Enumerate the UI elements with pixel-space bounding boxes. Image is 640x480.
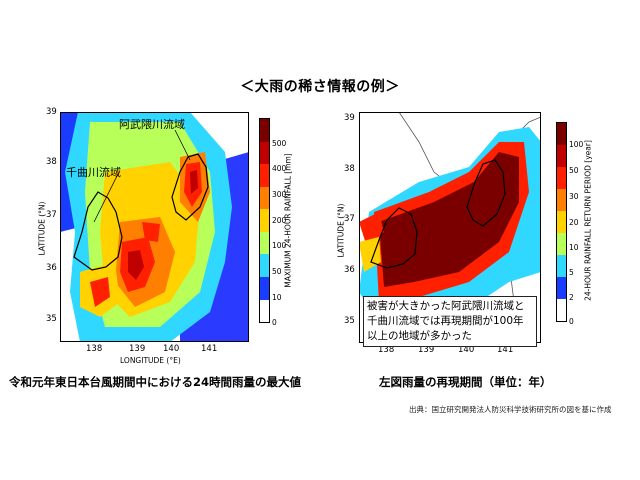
left-colorbar-label: MAXIMUM 24-HOUR RAINFALL [mm] (283, 153, 293, 288)
colorbar-segment (260, 209, 269, 232)
colorbar-tick: 5 (569, 268, 574, 277)
lat-tick: 39 (46, 107, 57, 117)
lon-tick: 138 (86, 344, 103, 354)
right-caption: 左図雨量の再現期間（単位：年） (379, 375, 552, 389)
colorbar-tick: 10 (569, 243, 579, 252)
lat-tick: 37 (46, 210, 57, 220)
annotation-box: 被害が大きかった阿武隈川流域と 千曲川流域では再現期間が100年 以上の地域が多… (363, 296, 537, 347)
lon-tick: 141 (201, 344, 218, 354)
colorbar-segment (557, 167, 566, 189)
lon-tick: 139 (129, 344, 146, 354)
annotation-line: 千曲川流域では再現期間が100年 (367, 315, 524, 327)
colorbar-segment (260, 276, 269, 300)
source-note: 出典：国立研究開発法人防災科学技術研究所の図を基に作成 (409, 405, 612, 414)
colorbar-tick: 10 (272, 293, 282, 302)
colorbar-segment (557, 189, 566, 211)
lat-tick: 35 (46, 314, 57, 324)
left-colorbar (259, 118, 270, 323)
colorbar-tick: 0 (272, 318, 277, 327)
colorbar-tick: 2 (569, 293, 574, 302)
left-x-axis-label: LONGITUDE (°E) (120, 356, 181, 365)
colorbar-tick: 30 (569, 192, 579, 201)
colorbar-tick: 300 (272, 190, 287, 199)
right-y-axis-label: LATITUDE (°N) (336, 203, 346, 258)
colorbar-segment (557, 211, 566, 233)
colorbar-tick: 200 (272, 216, 287, 225)
colorbar-segment (557, 233, 566, 255)
lat-tick: 36 (344, 265, 355, 275)
colorbar-tick: 400 (272, 164, 287, 173)
lon-tick: 138 (378, 345, 395, 355)
annotation-line: 被害が大きかった阿武隈川流域と (367, 300, 525, 312)
page-title: ＜大雨の稀さ情報の例＞ (240, 79, 400, 95)
colorbar-tick: 20 (569, 218, 579, 227)
right-colorbar (556, 122, 567, 322)
colorbar-segment (260, 299, 269, 323)
abukuma-basin-label: 阿武隈川流域 (119, 118, 185, 131)
colorbar-tick: 100 (272, 241, 287, 250)
annotation-line: 以上の地域が多かった (367, 330, 472, 342)
colorbar-segment (260, 119, 269, 142)
colorbar-segment (260, 231, 269, 255)
colorbar-segment (557, 123, 566, 145)
lon-tick: 140 (163, 344, 180, 354)
colorbar-segment (260, 141, 269, 165)
left-y-axis-label: LATITUDE (°N) (37, 201, 47, 256)
lon-tick: 140 (458, 345, 475, 355)
lat-tick: 38 (344, 164, 355, 174)
colorbar-segment (557, 277, 566, 299)
colorbar-segment (260, 186, 269, 210)
lat-tick: 37 (344, 214, 355, 224)
colorbar-tick: 50 (272, 267, 282, 276)
colorbar-tick: 0 (569, 317, 574, 326)
colorbar-segment (260, 164, 269, 187)
lon-tick: 141 (497, 345, 514, 355)
colorbar-tick: 50 (569, 166, 579, 175)
lat-tick: 36 (46, 263, 57, 273)
colorbar-segment (557, 145, 566, 167)
left-map (60, 112, 249, 342)
lat-tick: 39 (344, 113, 355, 123)
right-colorbar-label: 24-HOUR RAINFALL RETURN PERIOD [year] (583, 140, 593, 301)
lat-tick: 38 (46, 157, 57, 167)
colorbar-tick: 500 (272, 139, 287, 148)
lon-tick: 139 (418, 345, 435, 355)
lat-tick: 35 (344, 316, 355, 326)
colorbar-segment (557, 255, 566, 277)
colorbar-segment (260, 254, 269, 277)
colorbar-tick: 100 (569, 140, 584, 149)
colorbar-segment (557, 299, 566, 321)
left-caption: 令和元年東日本台風期間中における24時間雨量の最大値 (9, 375, 302, 389)
chikuma-basin-label: 千曲川流域 (66, 166, 121, 179)
